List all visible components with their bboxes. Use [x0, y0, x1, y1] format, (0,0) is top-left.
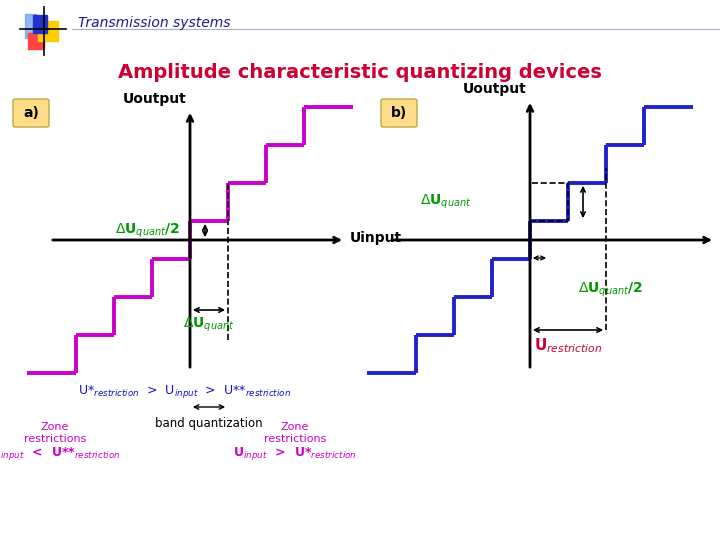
Text: $\Delta$U$_{quant}$/2: $\Delta$U$_{quant}$/2: [578, 281, 643, 299]
Text: $\Delta$U$_{quant}$/2: $\Delta$U$_{quant}$/2: [115, 221, 179, 240]
Text: Zone
restrictions: Zone restrictions: [264, 422, 326, 443]
Text: a): a): [23, 106, 39, 120]
Text: U$_{restriction}$: U$_{restriction}$: [534, 336, 602, 355]
Bar: [33, 15, 47, 33]
Text: b): b): [391, 106, 407, 120]
Bar: [28, 33, 44, 49]
Text: Transmission systems: Transmission systems: [78, 16, 230, 30]
Text: Uinput: Uinput: [350, 231, 402, 245]
Text: U*$_{restriction}$  >  U$_{input}$  >  U**$_{restriction}$: U*$_{restriction}$ > U$_{input}$ > U**$_…: [78, 383, 292, 401]
Text: Zone
restrictions: Zone restrictions: [24, 422, 86, 443]
Text: Uinput: Uinput: [719, 231, 720, 245]
Bar: [38, 21, 58, 41]
Text: U$_{input}$  <  U**$_{restriction}$: U$_{input}$ < U**$_{restriction}$: [0, 445, 120, 462]
Text: $\Delta$U$_{quant}$: $\Delta$U$_{quant}$: [420, 193, 472, 211]
FancyBboxPatch shape: [13, 99, 49, 127]
Text: Uoutput: Uoutput: [122, 92, 186, 106]
Text: $\Delta$U$_{quant}$: $\Delta$U$_{quant}$: [184, 316, 235, 334]
Text: Amplitude characteristic quantizing devices: Amplitude characteristic quantizing devi…: [118, 63, 602, 82]
Text: Uoutput: Uoutput: [462, 82, 526, 96]
Bar: [25, 14, 36, 38]
Text: U$_{input}$  >  U*$_{restriction}$: U$_{input}$ > U*$_{restriction}$: [233, 445, 357, 462]
Text: band quantization: band quantization: [156, 417, 263, 430]
FancyBboxPatch shape: [381, 99, 417, 127]
